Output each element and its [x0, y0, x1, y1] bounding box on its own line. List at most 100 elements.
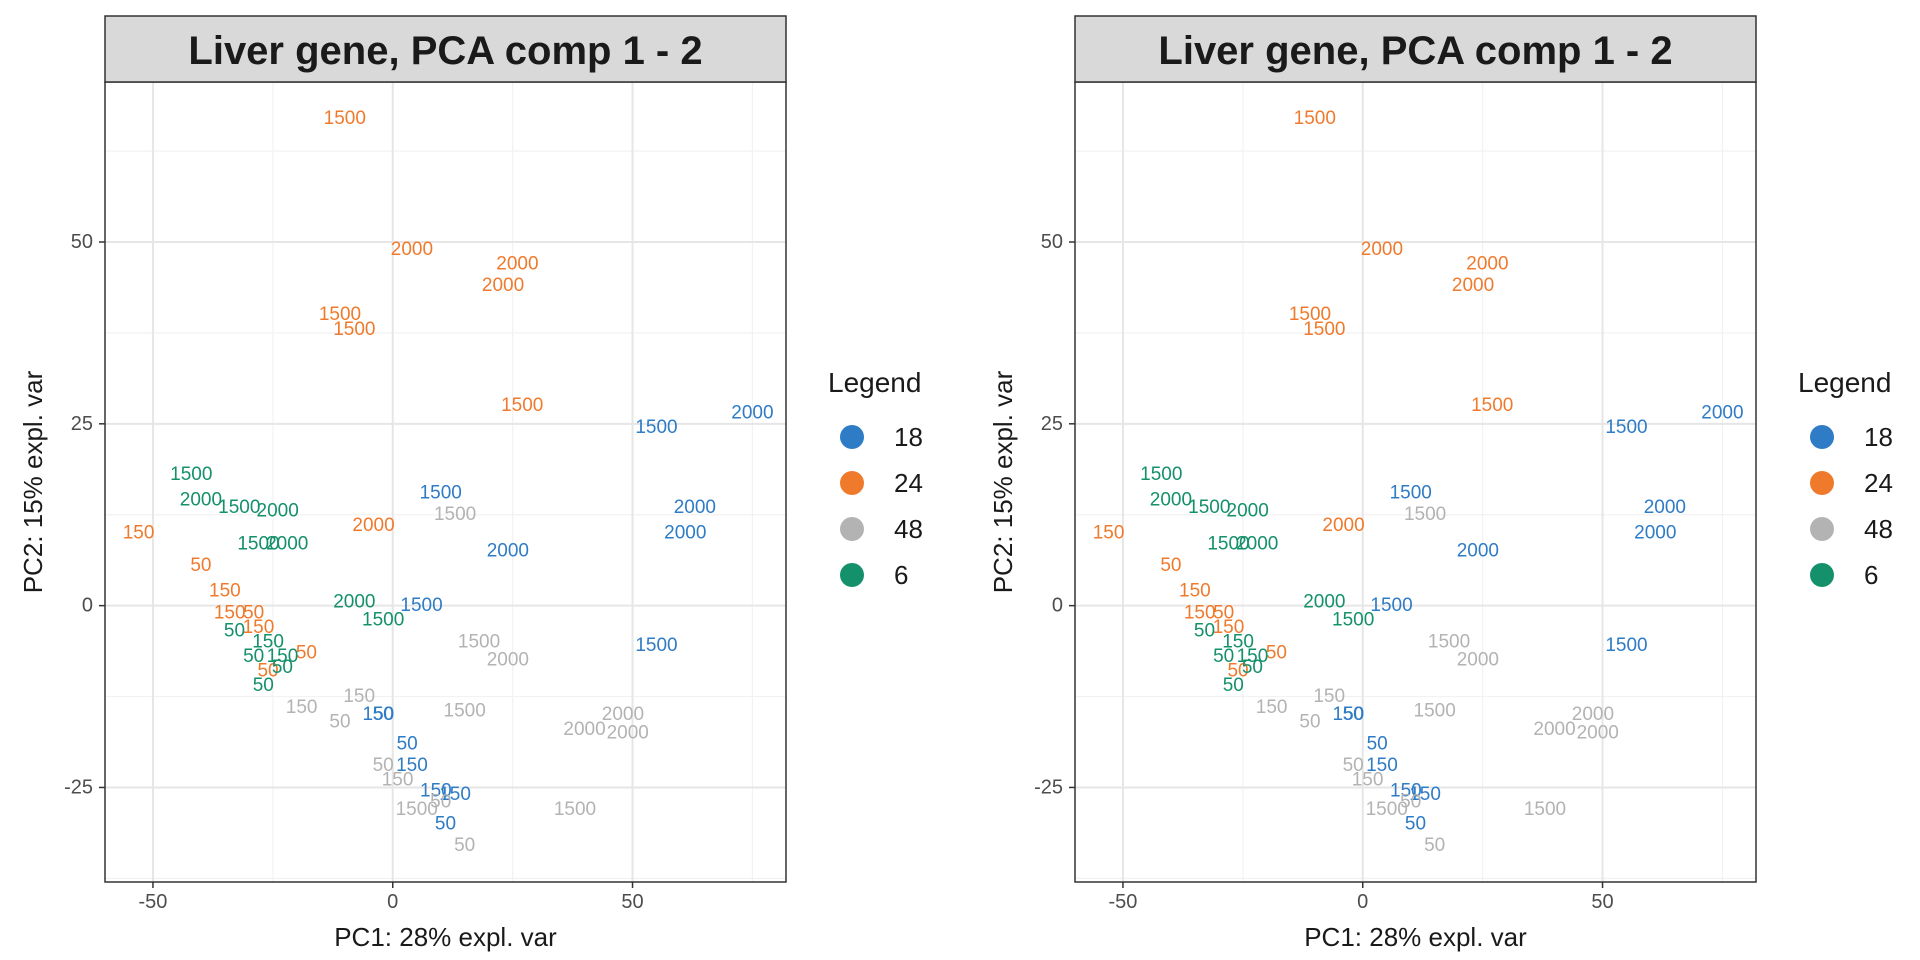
- data-point-label: 50: [1405, 813, 1426, 834]
- legend-swatch: [1810, 563, 1834, 587]
- x-tick-label: -50: [1109, 891, 1138, 913]
- data-point-label: 1500: [1605, 635, 1647, 656]
- data-point-label: 50: [1223, 675, 1244, 696]
- legend-label: 18: [1864, 422, 1893, 452]
- data-point-label: 2000: [487, 650, 529, 671]
- data-point-label: 1500: [396, 799, 438, 820]
- data-point-label: 1500: [319, 304, 361, 325]
- data-point-label: 2000: [482, 275, 524, 296]
- legend-label: 24: [894, 468, 923, 498]
- data-point-label: 1500: [1390, 482, 1432, 503]
- data-point-label: 50: [329, 712, 350, 733]
- data-point-label: 150: [1093, 522, 1125, 543]
- data-point-label: 1500: [218, 497, 260, 518]
- data-point-label: 50: [1367, 733, 1388, 754]
- data-point-label: 2000: [391, 239, 433, 260]
- data-point-label: 1500: [420, 482, 462, 503]
- data-point-label: 2000: [1236, 533, 1278, 554]
- data-point-label: 2000: [607, 722, 649, 743]
- data-point-label: 150: [1390, 781, 1422, 802]
- data-point-label: 2000: [731, 402, 773, 423]
- data-point-label: 50: [397, 733, 418, 754]
- data-point-label: 150: [1179, 581, 1211, 602]
- data-point-label: 1500: [1605, 417, 1647, 438]
- data-point-label: 150: [1409, 784, 1441, 805]
- data-point-label: 50: [1266, 642, 1287, 663]
- data-point-label: 2000: [1150, 490, 1192, 511]
- legend-label: 6: [1864, 560, 1878, 590]
- legend-swatch: [1810, 425, 1834, 449]
- data-point-label: 1500: [362, 610, 404, 631]
- data-point-label: 1500: [434, 504, 476, 525]
- data-point-label: 1500: [1428, 632, 1470, 653]
- chart-title: Liver gene, PCA comp 1 - 2: [188, 29, 702, 73]
- data-point-label: 2000: [1577, 722, 1619, 743]
- data-point-label: 1500: [170, 464, 212, 485]
- data-point-label: 150: [1352, 770, 1384, 791]
- data-point-label: 2000: [1572, 704, 1614, 725]
- data-point-label: 2000: [1227, 501, 1269, 522]
- data-point-label: 50: [1213, 646, 1234, 667]
- y-tick-label: -25: [64, 776, 93, 798]
- data-point-label: 150: [1222, 632, 1254, 653]
- legend-swatch: [840, 517, 864, 541]
- legend: Legend 18 24 48 6: [1798, 367, 1893, 590]
- x-tick-label: 0: [1357, 891, 1368, 913]
- data-point-label: 150: [252, 632, 284, 653]
- x-tick-label: 50: [1591, 891, 1613, 913]
- data-point-label: 1500: [324, 108, 366, 129]
- data-point-label: 2000: [674, 497, 716, 518]
- data-point-label: 2000: [664, 522, 706, 543]
- data-point-label: 50: [253, 675, 274, 696]
- data-point-label: 50: [1194, 621, 1215, 642]
- data-point-label: 50: [1242, 657, 1263, 678]
- data-point-label: 1500: [1524, 799, 1566, 820]
- data-point-label: 1500: [1188, 497, 1230, 518]
- data-point-label: 150: [214, 602, 246, 623]
- data-point-label: 50: [430, 792, 451, 813]
- data-point-label: 50: [454, 835, 475, 856]
- data-point-label: 150: [286, 697, 318, 718]
- y-tick-label: 0: [1052, 595, 1063, 617]
- data-point-label: 1500: [1207, 533, 1249, 554]
- data-point-label: 50: [243, 646, 264, 667]
- data-point-label: 150: [343, 686, 375, 707]
- data-point-label: 1500: [501, 395, 543, 416]
- data-point-label: 50: [1299, 712, 1320, 733]
- data-point-label: 1500: [1366, 799, 1408, 820]
- data-point-label: 150: [1313, 686, 1345, 707]
- data-point-label: 1500: [1370, 595, 1412, 616]
- data-point-label: 1500: [237, 533, 279, 554]
- data-point-label: 2000: [1457, 650, 1499, 671]
- legend-label: 24: [1864, 468, 1893, 498]
- data-point-label: 50: [296, 642, 317, 663]
- y-tick-label: 25: [1041, 413, 1063, 435]
- data-point-label: 1500: [554, 799, 596, 820]
- data-point-label: 1500: [1289, 304, 1331, 325]
- data-point-label: 50: [1213, 602, 1234, 623]
- data-point-label: 150: [363, 704, 395, 725]
- data-point-label: 150: [267, 646, 299, 667]
- data-point-label: 1500: [333, 319, 375, 340]
- legend-label: 48: [1864, 514, 1893, 544]
- y-tick-label: -25: [1034, 776, 1063, 798]
- data-point-label: 2000: [602, 704, 644, 725]
- legend-title: Legend: [828, 367, 921, 398]
- legend-swatch: [840, 563, 864, 587]
- data-point-label: 1500: [1303, 319, 1345, 340]
- x-tick-label: 50: [621, 891, 643, 913]
- data-point-label: 50: [257, 661, 278, 682]
- data-point-label: 1500: [1404, 504, 1446, 525]
- data-point-label: 2000: [257, 501, 299, 522]
- data-point-label: 2000: [180, 490, 222, 511]
- legend-swatch: [1810, 517, 1834, 541]
- data-point-label: 50: [224, 621, 245, 642]
- data-point-label: 1500: [1294, 108, 1336, 129]
- y-tick-label: 0: [82, 595, 93, 617]
- data-point-label: 1500: [1471, 395, 1513, 416]
- y-axis-label: PC2: 15% expl. var: [18, 370, 48, 593]
- data-point-label: 50: [373, 755, 394, 776]
- legend-label: 6: [894, 560, 908, 590]
- data-points: 1500200020002000150020001500150015050501…: [1093, 108, 1744, 856]
